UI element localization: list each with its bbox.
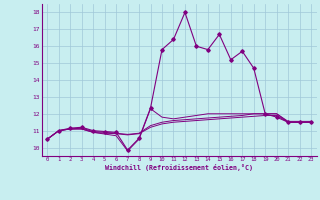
X-axis label: Windchill (Refroidissement éolien,°C): Windchill (Refroidissement éolien,°C) xyxy=(105,164,253,171)
